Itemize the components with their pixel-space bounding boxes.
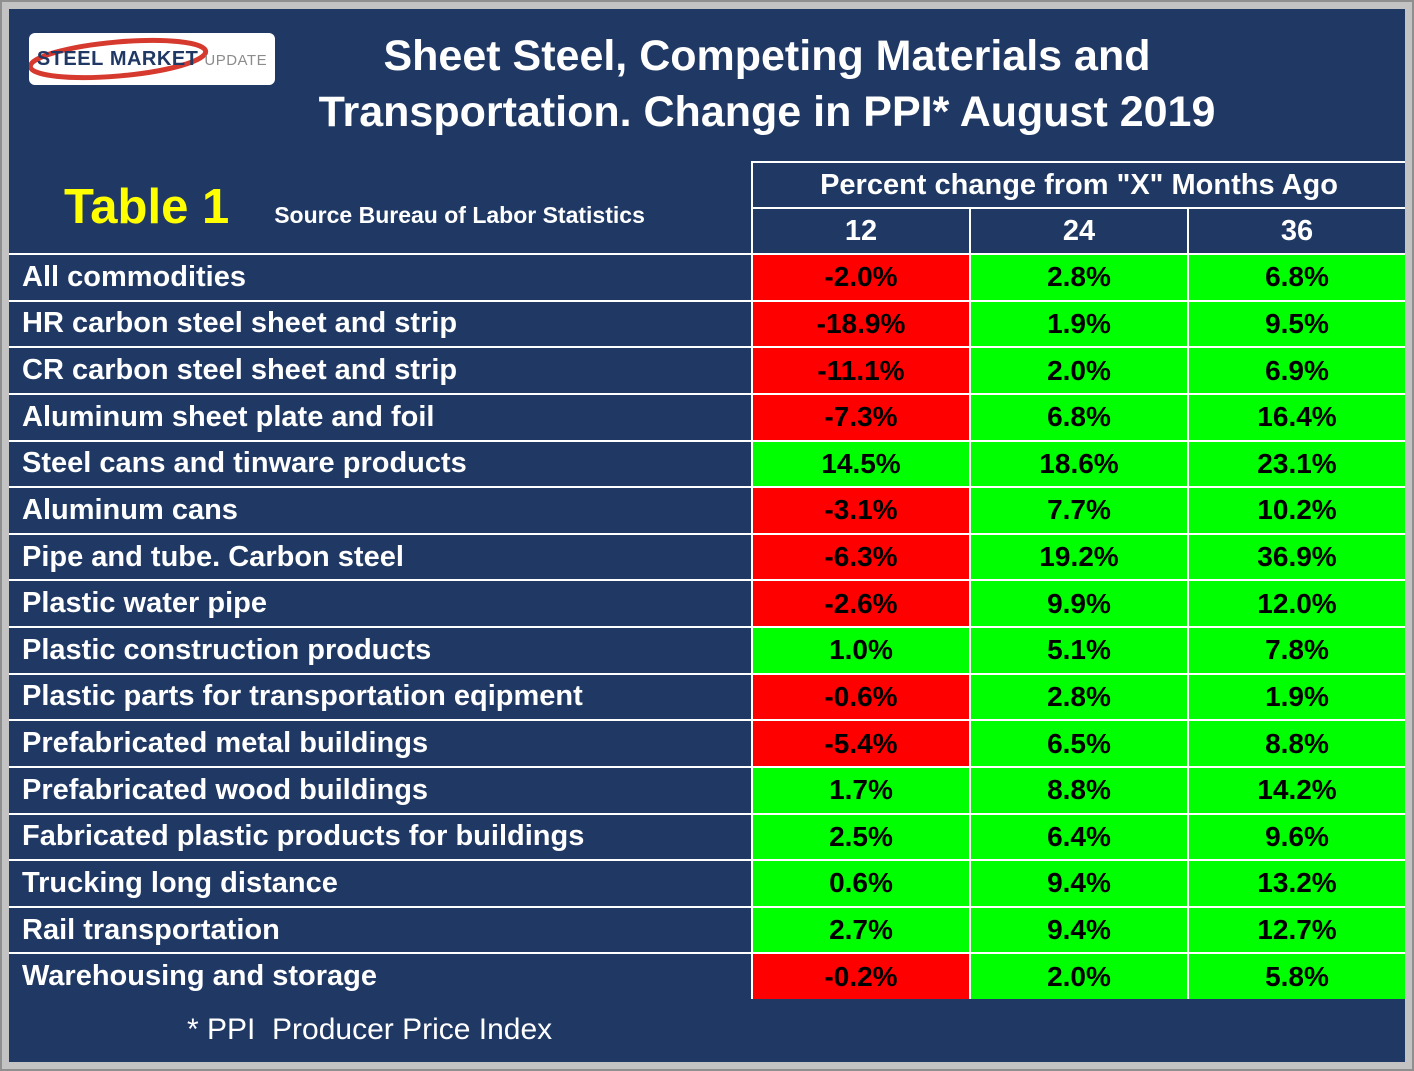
value-cell: 0.6% (753, 861, 969, 906)
value-cell: -2.0% (753, 255, 969, 300)
value-cell: 6.8% (971, 394, 1187, 440)
value-cell: 9.4% (971, 861, 1187, 906)
value-cell: 23.1% (1189, 441, 1405, 487)
logo-text-update: UPDATE (204, 52, 268, 69)
value-cell: -0.2% (753, 954, 969, 999)
value-cell: 2.8% (971, 674, 1187, 720)
column-header-36: 36 (1189, 209, 1405, 253)
value-cell: -7.3% (753, 394, 969, 440)
slide: STEEL MARKET UPDATE Sheet Steel, Competi… (9, 9, 1405, 1062)
row-label: Prefabricated metal buildings (9, 721, 751, 766)
value-cell: 5.8% (1189, 954, 1405, 999)
logo-text-steel: STEEL (36, 47, 104, 70)
value-cell: 18.6% (971, 441, 1187, 487)
value-cell: 12.7% (1189, 907, 1405, 953)
page-title: Sheet Steel, Competing Materials and Tra… (319, 29, 1216, 141)
value-cell: 12.0% (1189, 581, 1405, 626)
row-label: Aluminum cans (9, 488, 751, 533)
value-cell: -0.6% (753, 674, 969, 720)
value-cell: 8.8% (1189, 721, 1405, 766)
ppi-change-table: Table 1 Source Bureau of Labor Statistic… (9, 161, 1405, 999)
value-cell: 6.9% (1189, 348, 1405, 393)
value-cell: 36.9% (1189, 534, 1405, 580)
value-cell: 8.8% (971, 767, 1187, 813)
value-cell: 14.5% (753, 441, 969, 487)
value-cell: 13.2% (1189, 861, 1405, 906)
page-title-line1: Sheet Steel, Competing Materials and (383, 32, 1151, 81)
value-cell: 1.7% (753, 767, 969, 813)
column-group-header: Percent change from "X" Months Ago (753, 161, 1405, 207)
value-cell: 9.4% (971, 907, 1187, 953)
value-cell: 5.1% (971, 628, 1187, 673)
value-cell: -5.4% (753, 721, 969, 766)
smu-logo: STEEL MARKET UPDATE (29, 33, 275, 85)
row-label: Pipe and tube. Carbon steel (9, 534, 751, 580)
value-cell: 7.7% (971, 488, 1187, 533)
row-label: Warehousing and storage (9, 954, 751, 999)
title-area: STEEL MARKET UPDATE Sheet Steel, Competi… (9, 9, 1405, 161)
row-label: CR carbon steel sheet and strip (9, 348, 751, 393)
column-header-12: 12 (753, 209, 969, 253)
value-cell: 1.9% (971, 301, 1187, 347)
row-label: Rail transportation (9, 907, 751, 953)
value-cell: 1.0% (753, 628, 969, 673)
column-header-24: 24 (971, 209, 1187, 253)
row-label: Plastic construction products (9, 628, 751, 673)
table-number-label: Table 1 (64, 180, 230, 234)
value-cell: 9.9% (971, 581, 1187, 626)
value-cell: 2.5% (753, 814, 969, 860)
page-title-line2: Transportation. Change in PPI* August 20… (318, 88, 1216, 136)
value-cell: 10.2% (1189, 488, 1405, 533)
row-label: HR carbon steel sheet and strip (9, 301, 751, 347)
row-label: Plastic parts for transportation eqipmen… (9, 674, 751, 720)
value-cell: 14.2% (1189, 767, 1405, 813)
value-cell: 9.5% (1189, 301, 1405, 347)
row-label: Trucking long distance (9, 861, 751, 906)
value-cell: -2.6% (753, 581, 969, 626)
value-cell: 9.6% (1189, 814, 1405, 860)
table-source-label: Source Bureau of Labor Statistics (274, 201, 645, 228)
value-cell: -3.1% (753, 488, 969, 533)
value-cell: 16.4% (1189, 394, 1405, 440)
value-cell: 2.8% (971, 255, 1187, 300)
row-label: Prefabricated wood buildings (9, 767, 751, 813)
value-cell: 6.4% (971, 814, 1187, 860)
value-cell: -11.1% (753, 348, 969, 393)
value-cell: 2.7% (753, 907, 969, 953)
row-label: Plastic water pipe (9, 581, 751, 626)
value-cell: -18.9% (753, 301, 969, 347)
logo-text-market: MARKET (109, 47, 199, 70)
table-header-left: Table 1 Source Bureau of Labor Statistic… (9, 161, 751, 253)
row-label: Aluminum sheet plate and foil (9, 394, 751, 440)
value-cell: 2.0% (971, 348, 1187, 393)
footnote: * PPI Producer Price Index (187, 1013, 553, 1046)
value-cell: 1.9% (1189, 674, 1405, 720)
value-cell: 6.8% (1189, 255, 1405, 300)
value-cell: 2.0% (971, 954, 1187, 999)
value-cell: -6.3% (753, 534, 969, 580)
row-label: All commodities (9, 255, 751, 300)
value-cell: 19.2% (971, 534, 1187, 580)
value-cell: 6.5% (971, 721, 1187, 766)
row-label: Fabricated plastic products for building… (9, 814, 751, 860)
row-label: Steel cans and tinware products (9, 441, 751, 487)
value-cell: 7.8% (1189, 628, 1405, 673)
